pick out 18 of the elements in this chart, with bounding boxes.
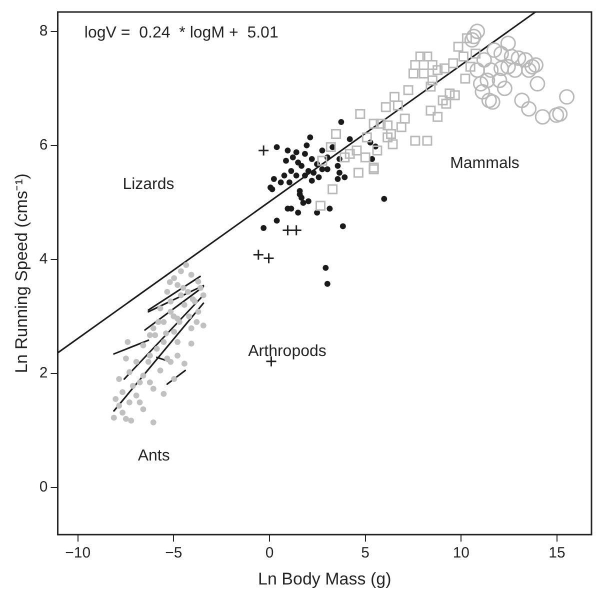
y-axis-title: Ln Running Speed (cms⁻¹) [12,173,31,374]
x-axis-title: Ln Body Mass (g) [258,569,392,588]
annotation: logV = 0.24 * logM + 5.01 [84,24,278,42]
x-tick-label: 0 [265,544,274,562]
y-tick-label: 8 [39,22,48,40]
y-tick-label: 0 [39,478,48,496]
x-tick-label: −5 [165,544,182,562]
x-tick-label: 5 [361,544,370,562]
x-tick-label: 15 [548,544,566,562]
y-tick-label: 6 [39,136,48,154]
annotation: Arthropods [248,343,326,360]
annotation: Lizards [122,176,174,193]
x-tick-label: −10 [65,544,91,562]
annotation: Ants [138,448,170,465]
annotation: Mammals [450,154,520,172]
y-tick-label: 4 [39,250,48,268]
x-tick-label: 10 [452,544,470,562]
y-tick-label: 2 [39,364,48,382]
